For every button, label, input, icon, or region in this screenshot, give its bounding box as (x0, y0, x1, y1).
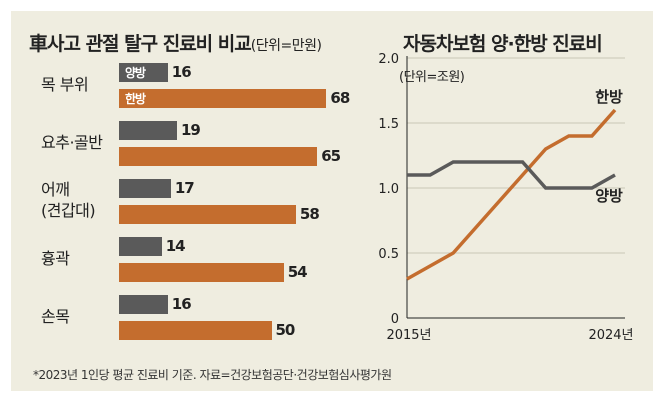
hanbang-value-label: 58 (299, 205, 320, 223)
yangbang-series-label: 양방 (125, 66, 146, 80)
infographic-panel: 車사고 관절 탈구 진료비 비교(단위=만원) 목 부위 양방 16 한방 68 요추·골… (11, 11, 653, 391)
left-chart-unit: (단위=만원) (250, 38, 322, 54)
series-label-hanbang: 한방 (595, 88, 623, 106)
y-tick-label: 0 (391, 312, 399, 327)
category-label: 어깨 (견갑대) (41, 180, 96, 220)
hanbang-bar: 한방 (119, 89, 327, 108)
yangbang-bar (119, 295, 168, 314)
category-label: 흉곽 (41, 248, 70, 268)
y-tick-label: 1.0 (378, 182, 399, 197)
hanbang-bar (119, 147, 318, 166)
x-tick-label: 2024년 (588, 328, 633, 343)
y-tick-label: 2.0 (378, 52, 399, 67)
series-label-yangbang: 양방 (595, 187, 623, 205)
yangbang-value-label: 16 (171, 295, 192, 313)
hanbang-bar (119, 321, 272, 340)
yangbang-bar (119, 179, 171, 198)
hanbang-value-label: 50 (275, 321, 296, 339)
yangbang-value-label: 16 (171, 63, 192, 81)
yangbang-bar (119, 121, 177, 140)
right-chart-unit: (단위=조원) (399, 70, 464, 85)
y-tick-label: 0.5 (378, 247, 399, 262)
hanbang-value-label: 68 (330, 89, 350, 107)
y-tick-label: 1.5 (378, 117, 399, 132)
hanbang-series-label: 한방 (125, 92, 146, 106)
left-chart-title: 車사고 관절 탈구 진료비 비교(단위=만원) (29, 29, 322, 56)
yangbang-bar (119, 237, 162, 256)
category-label: 목 부위 (41, 74, 89, 94)
right-chart-title: 자동차보험 양·한방 진료비 (403, 33, 603, 55)
hanbang-bar (119, 263, 284, 282)
footnote: *2023년 1인당 평균 진료비 기준. 자료=건강보험공단·건강보험심사평가… (33, 368, 392, 382)
left-chart-title-text: 車사고 관절 탈구 진료비 비교 (29, 33, 252, 55)
x-tick-label: 2015년 (386, 328, 431, 343)
series-line-hanbang (406, 108, 617, 281)
line-chart-axes: 0 0.5 1.0 1.5 2.0 2015년 2024년 (378, 52, 633, 343)
yangbang-bar: 양방 (119, 63, 168, 82)
hanbang-value-label: 65 (321, 147, 341, 165)
hanbang-value-label: 54 (287, 263, 308, 281)
yangbang-value-label: 14 (165, 237, 186, 255)
hanbang-bar (119, 205, 296, 224)
yangbang-value-label: 17 (174, 179, 195, 197)
line-chart-grid (407, 57, 625, 254)
category-label: 손목 (41, 306, 70, 326)
series-line-yangbang (407, 160, 616, 190)
category-label: 요추·골반 (41, 132, 103, 152)
yangbang-value-label: 19 (180, 121, 201, 139)
